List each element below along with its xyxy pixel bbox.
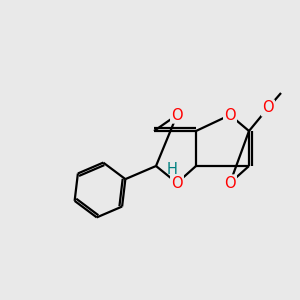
Text: H: H — [167, 161, 178, 176]
Text: O: O — [171, 107, 183, 122]
Text: O: O — [262, 100, 274, 116]
Text: O: O — [171, 176, 183, 190]
Text: O: O — [224, 176, 236, 190]
Text: O: O — [224, 107, 236, 122]
